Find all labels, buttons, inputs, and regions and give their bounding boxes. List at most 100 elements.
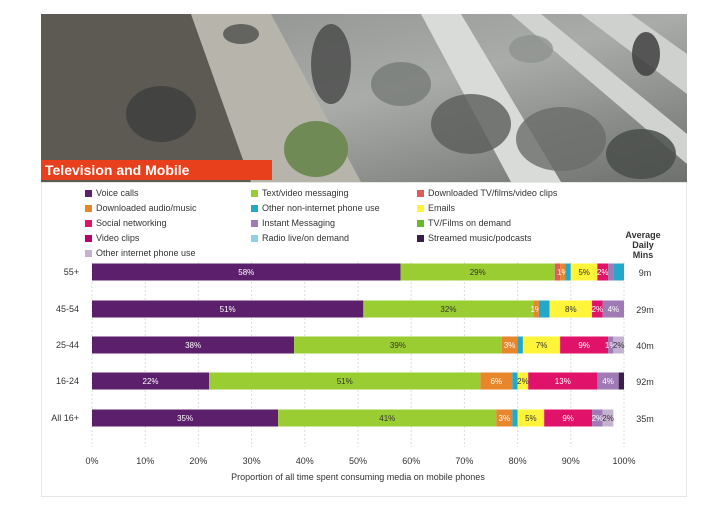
legend-label: Downloaded TV/films/video clips [428,188,558,198]
bar-segment [554,263,561,281]
data-label: 2% [592,305,604,314]
bar-segment [363,300,534,318]
data-label: 13% [555,377,571,386]
data-label: 3% [499,414,511,423]
bar-segment [565,263,571,281]
avg-daily-mins-value: 9m [639,268,652,278]
x-tick-label: 100% [612,456,635,466]
bar-segment [602,409,614,427]
bar-segment [592,409,603,427]
legend-label: Instant Messaging [262,218,335,228]
data-label: 5% [578,268,590,277]
data-label: 35% [177,414,193,423]
category-label: All 16+ [51,413,79,423]
bar-segment [597,263,609,281]
bar-segment [209,372,481,390]
legend-label: Video clips [96,233,140,243]
header-photo [41,14,687,182]
x-tick-label: 0% [85,456,98,466]
data-label: 58% [238,268,254,277]
pigeons-photo-illustration [41,14,687,182]
bar-segment [618,372,624,390]
bar-segment [501,336,518,354]
data-label: 2% [592,414,604,423]
avg-daily-header: Average [625,230,660,240]
legend-swatch [251,235,258,242]
bar-segment [597,372,619,390]
legend-label: Radio live/on demand [262,233,349,243]
x-tick-label: 50% [349,456,367,466]
data-label: 29% [470,268,486,277]
bar-segment [294,336,502,354]
data-label: 3% [504,341,516,350]
bar-segment [92,300,364,318]
legend-swatch [417,220,424,227]
data-label: 5% [525,414,537,423]
data-label: 9% [578,341,590,350]
legend-swatch [417,205,424,212]
bar-segment [517,336,523,354]
data-label: 2% [613,341,625,350]
bar-segment [512,372,518,390]
legend-swatch [85,190,92,197]
category-label: 45-54 [56,304,79,314]
data-label: 6% [491,377,503,386]
avg-daily-header: Daily [632,240,654,250]
bar-segment [560,336,609,354]
bar-segment [608,263,614,281]
bar-segment [592,300,603,318]
data-label: 38% [185,341,201,350]
bar-segment [522,336,561,354]
legend-swatch [85,205,92,212]
legend-swatch [85,220,92,227]
data-label: 39% [390,341,406,350]
data-label: 1% [530,305,542,314]
x-tick-label: 60% [402,456,420,466]
bar-segment [570,263,598,281]
data-label: 9% [562,414,574,423]
data-label: 2% [597,268,609,277]
data-label: 2% [602,414,614,423]
legend-swatch [251,205,258,212]
legend-swatch [85,235,92,242]
bar-segment [544,409,593,427]
chart-panel: Voice calls Text/video messaging Downloade… [41,182,687,497]
data-label: 32% [440,305,456,314]
bar-segment [496,409,513,427]
category-label: 25-44 [56,340,79,350]
x-tick-label: 40% [296,456,314,466]
data-label: 1% [557,268,569,277]
legend-label: Downloaded audio/music [96,203,197,213]
legend-label: Text/video messaging [262,188,349,198]
bar-segment [278,409,497,427]
category-label: 55+ [64,267,79,277]
bar-segment [512,409,518,427]
avg-daily-mins-value: 92m [636,377,654,387]
data-label: 41% [379,414,395,423]
legend-swatch [251,220,258,227]
x-tick-label: 80% [509,456,527,466]
x-tick-label: 10% [136,456,154,466]
data-label: 8% [565,305,577,314]
legend-swatch [251,190,258,197]
stacked-bar-chart: Voice calls Text/video messaging Downloade… [51,188,660,482]
avg-daily-mins-value: 35m [636,414,654,424]
bar-segment [538,300,550,318]
legend-label: Other non-internet phone use [262,203,380,213]
category-label: 16-24 [56,376,79,386]
x-tick-label: 90% [562,456,580,466]
bar-segment [517,372,529,390]
legend-swatch [85,250,92,257]
avg-daily-header: Mins [633,250,654,260]
legend-label: Social networking [96,218,167,228]
data-label: 7% [536,341,548,350]
bar-segment [608,336,614,354]
banner-title: Television and Mobile [41,160,272,180]
data-label: 51% [220,305,236,314]
bar-segment [549,300,593,318]
data-label: 4% [608,305,620,314]
legend-label: Voice calls [96,188,139,198]
bar-segment [92,263,401,281]
bar-segment [92,336,295,354]
legend-label: Other internet phone use [96,248,196,258]
